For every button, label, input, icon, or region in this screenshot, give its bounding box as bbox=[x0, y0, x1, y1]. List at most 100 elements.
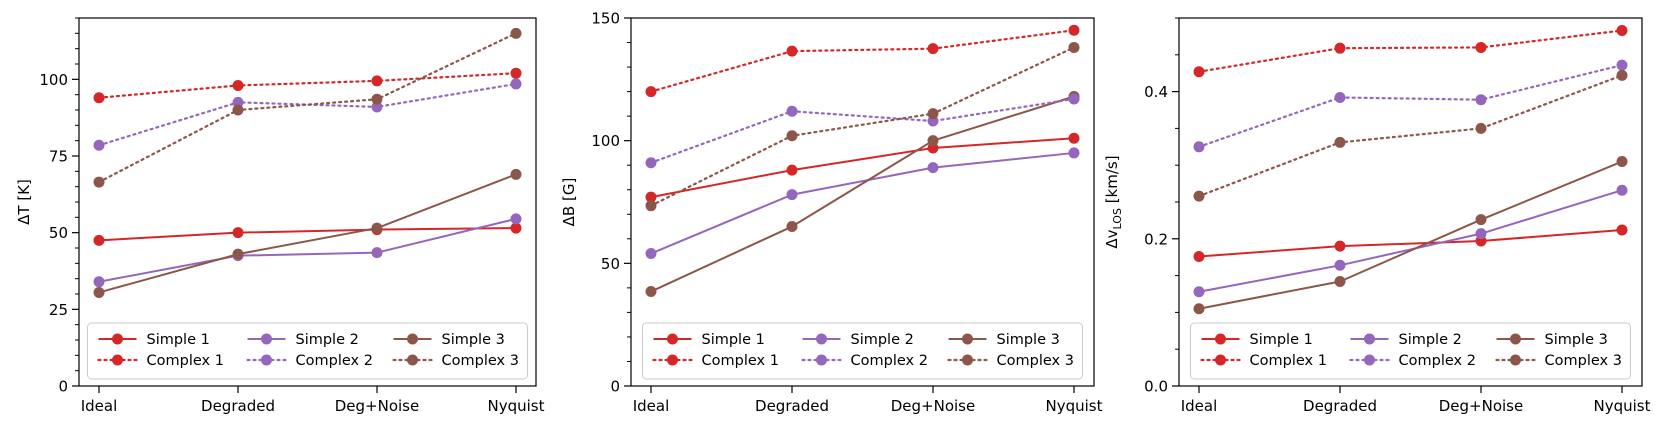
plot-frame bbox=[1178, 17, 1643, 387]
data-point-simple-3 bbox=[1334, 275, 1346, 287]
data-point-complex-2 bbox=[1475, 94, 1487, 106]
x-tick-label: Deg+Noise bbox=[1439, 397, 1523, 415]
legend-marker-simple-2 bbox=[261, 333, 272, 345]
y-axis-label-main: Δv bbox=[1103, 229, 1121, 248]
legend-marker-simple-3 bbox=[1510, 333, 1521, 345]
data-point-complex-2 bbox=[371, 101, 383, 113]
data-point-complex-1 bbox=[1334, 42, 1346, 54]
legend-label-simple-3: Simple 3 bbox=[1545, 332, 1608, 348]
legend: Simple 1 Simple 2 Simple 3 Complex 1 Complex… bbox=[1190, 322, 1631, 380]
legend-label-complex-1: Complex 1 bbox=[1250, 353, 1327, 369]
data-point-simple-1 bbox=[1616, 224, 1628, 236]
series-line-simple-3 bbox=[98, 173, 517, 294]
legend-marker-complex-1 bbox=[112, 354, 123, 366]
y-tick-label: 75 bbox=[49, 148, 68, 166]
x-tick-label: Degraded bbox=[201, 397, 275, 415]
data-point-complex-3 bbox=[1475, 122, 1487, 134]
y-tick-label: 50 bbox=[49, 224, 68, 242]
x-tick-label: Ideal bbox=[1181, 397, 1218, 415]
x-tick-label: Nyquist bbox=[488, 397, 545, 415]
legend-marker-simple-2 bbox=[816, 333, 827, 345]
data-point-complex-1 bbox=[232, 79, 244, 91]
series-line-simple-1 bbox=[98, 227, 517, 242]
data-point-complex-2 bbox=[1193, 141, 1205, 153]
legend-label-complex-2: Complex 2 bbox=[851, 353, 928, 369]
y-tick-label: 0 bbox=[610, 378, 620, 396]
data-point-simple-3 bbox=[371, 222, 383, 234]
plot-frame bbox=[630, 17, 1095, 387]
data-point-simple-2 bbox=[786, 189, 798, 201]
legend-marker-simple-3 bbox=[407, 333, 418, 345]
x-tick-label: Degraded bbox=[1303, 397, 1377, 415]
legend-label-simple-1: Simple 1 bbox=[147, 332, 210, 348]
data-point-simple-3 bbox=[927, 135, 939, 147]
data-point-simple-3 bbox=[510, 168, 522, 180]
data-point-simple-1 bbox=[1068, 132, 1080, 144]
data-point-simple-2 bbox=[93, 276, 105, 288]
y-tick-label: 0.2 bbox=[1144, 230, 1168, 248]
data-point-complex-3 bbox=[1068, 41, 1080, 53]
data-point-complex-1 bbox=[645, 86, 657, 98]
legend-label-complex-1: Complex 1 bbox=[702, 353, 779, 369]
data-point-simple-1 bbox=[786, 164, 798, 176]
series-line-simple-2 bbox=[650, 151, 1075, 255]
series-line-complex-3 bbox=[1197, 74, 1624, 198]
y-tick-label: 100 bbox=[591, 132, 620, 150]
y-tick-label: 100 bbox=[39, 71, 68, 89]
x-tick-label: Ideal bbox=[633, 397, 670, 415]
data-point-complex-1 bbox=[786, 45, 798, 57]
data-point-complex-2 bbox=[1616, 59, 1628, 71]
data-point-complex-3 bbox=[645, 200, 657, 212]
legend: Simple 1 Simple 2 Simple 3 Complex 1 Complex… bbox=[642, 322, 1083, 380]
x-tick-label: Nyquist bbox=[1046, 397, 1103, 415]
legend-marker-simple-3 bbox=[962, 333, 973, 345]
data-point-simple-3 bbox=[93, 286, 105, 298]
legend-label-simple-1: Simple 1 bbox=[702, 332, 765, 348]
data-point-complex-1 bbox=[510, 67, 522, 79]
data-point-simple-2 bbox=[1334, 259, 1346, 271]
chart-panel-3: 0.0 0.2 0.4 Ideal Degraded Deg+Noise Nyquist Δv… bbox=[1103, 17, 1651, 415]
y-axis-label: ΔT [K] bbox=[15, 179, 33, 225]
legend-label-simple-3: Simple 3 bbox=[997, 332, 1060, 348]
legend-label-simple-2: Simple 2 bbox=[851, 332, 914, 348]
y-axis-label-unit: [km/s] bbox=[1103, 155, 1121, 208]
legend-marker-complex-3 bbox=[1510, 354, 1521, 366]
data-point-simple-3 bbox=[645, 286, 657, 298]
data-point-complex-2 bbox=[510, 78, 522, 90]
data-point-simple-2 bbox=[645, 248, 657, 260]
data-point-complex-1 bbox=[1193, 66, 1205, 78]
data-point-complex-3 bbox=[93, 176, 105, 188]
data-point-complex-1 bbox=[371, 75, 383, 87]
y-axis-label: ΔB [G] bbox=[560, 178, 578, 227]
data-point-simple-1 bbox=[645, 191, 657, 203]
data-point-simple-1 bbox=[232, 227, 244, 239]
plot-frame bbox=[78, 17, 537, 387]
series-line-simple-1 bbox=[1198, 228, 1623, 258]
series-line-simple-2 bbox=[98, 217, 517, 283]
chart-panel-2: 0 50 100 150 Ideal Degraded Deg+Noise Nyquist ΔB… bbox=[560, 10, 1103, 416]
y-tick-label: 25 bbox=[49, 301, 68, 319]
series-line-simple-1 bbox=[650, 137, 1075, 199]
y-tick-label: 0.4 bbox=[1144, 83, 1168, 101]
legend-label-complex-3: Complex 3 bbox=[442, 353, 519, 369]
y-tick-label: 150 bbox=[591, 10, 620, 28]
chart-panel-1: 0 25 50 75 100 Ideal Degraded Deg+Noise Nyquist Δ… bbox=[15, 17, 545, 415]
series-line-complex-3 bbox=[97, 32, 518, 184]
data-point-complex-3 bbox=[927, 108, 939, 120]
data-point-complex-3 bbox=[232, 104, 244, 116]
data-point-simple-2 bbox=[371, 247, 383, 259]
data-point-complex-3 bbox=[1334, 136, 1346, 148]
y-tick-label: 0.0 bbox=[1144, 378, 1168, 396]
legend-label-complex-3: Complex 3 bbox=[1545, 353, 1622, 369]
legend-marker-complex-1 bbox=[1215, 354, 1226, 366]
data-point-simple-3 bbox=[1193, 303, 1205, 315]
data-point-complex-3 bbox=[1193, 190, 1205, 202]
data-point-complex-3 bbox=[371, 93, 383, 105]
data-point-simple-1 bbox=[510, 222, 522, 234]
series-line-complex-1 bbox=[97, 72, 518, 99]
legend-marker-simple-1 bbox=[1215, 333, 1226, 345]
data-point-complex-2 bbox=[786, 105, 798, 117]
data-point-simple-2 bbox=[1475, 228, 1487, 240]
x-tick-label: Deg+Noise bbox=[335, 397, 419, 415]
